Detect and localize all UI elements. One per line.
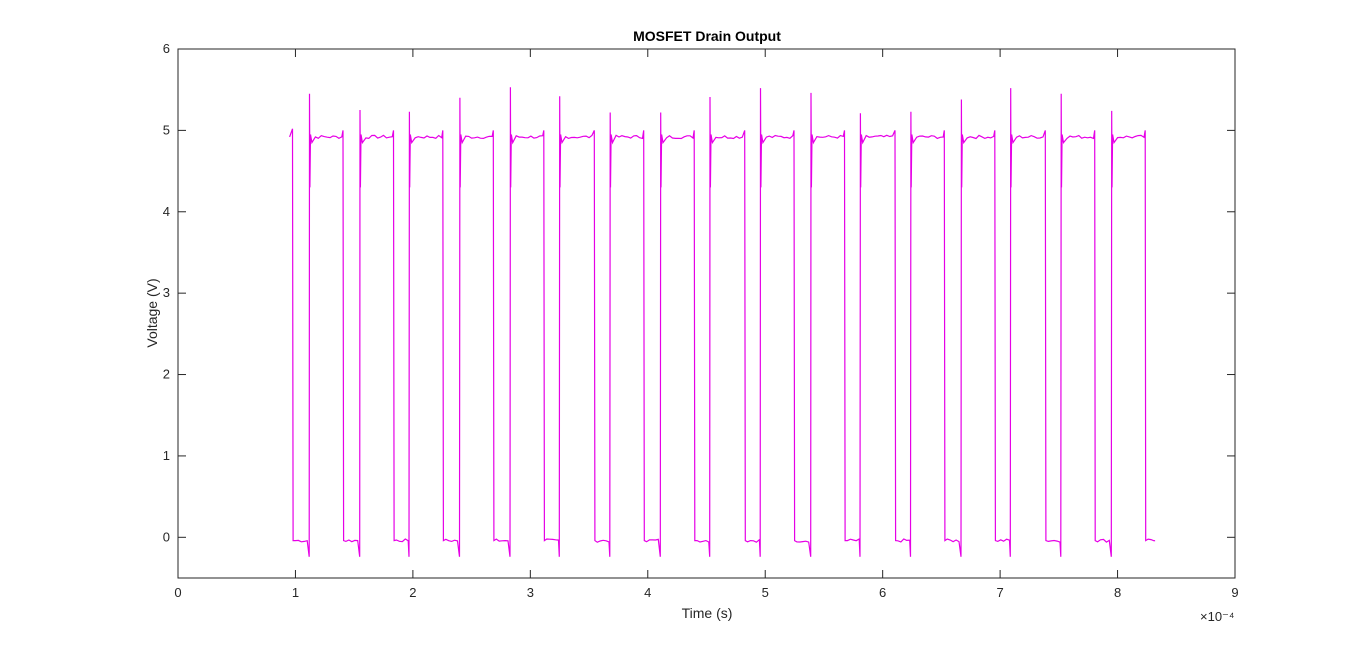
y-tick-label: 4: [163, 204, 170, 219]
y-tick-label: 1: [163, 448, 170, 463]
axis-ticks: 0 1 2 3 4 5 6 7 8 9 0 1 2 3 4 5 6: [163, 41, 1239, 600]
drain-voltage-line: [289, 87, 1156, 557]
x-tick-label: 6: [879, 585, 886, 600]
chart-title: MOSFET Drain Output: [633, 28, 781, 44]
y-tick-label: 5: [163, 122, 170, 137]
x-tick-label: 2: [409, 585, 416, 600]
x-tick-label: 4: [644, 585, 651, 600]
x-axis-label: Time (s): [682, 605, 733, 621]
x-tick-label: 1: [292, 585, 299, 600]
y-tick-label: 0: [163, 529, 170, 544]
x-axis-exponent: ×10⁻⁴: [1200, 609, 1235, 624]
y-axis-label: Voltage (V): [144, 278, 160, 347]
y-tick-label: 2: [163, 367, 170, 382]
x-tick-label: 7: [996, 585, 1003, 600]
x-tick-label: 3: [527, 585, 534, 600]
x-tick-label: 5: [762, 585, 769, 600]
y-tick-label: 3: [163, 285, 170, 300]
signal-trace: [289, 87, 1156, 557]
x-tick-label: 8: [1114, 585, 1121, 600]
y-tick-label: 6: [163, 41, 170, 56]
plot-area: [177, 48, 1236, 579]
x-tick-label: 9: [1231, 585, 1238, 600]
x-tick-label: 0: [174, 585, 181, 600]
